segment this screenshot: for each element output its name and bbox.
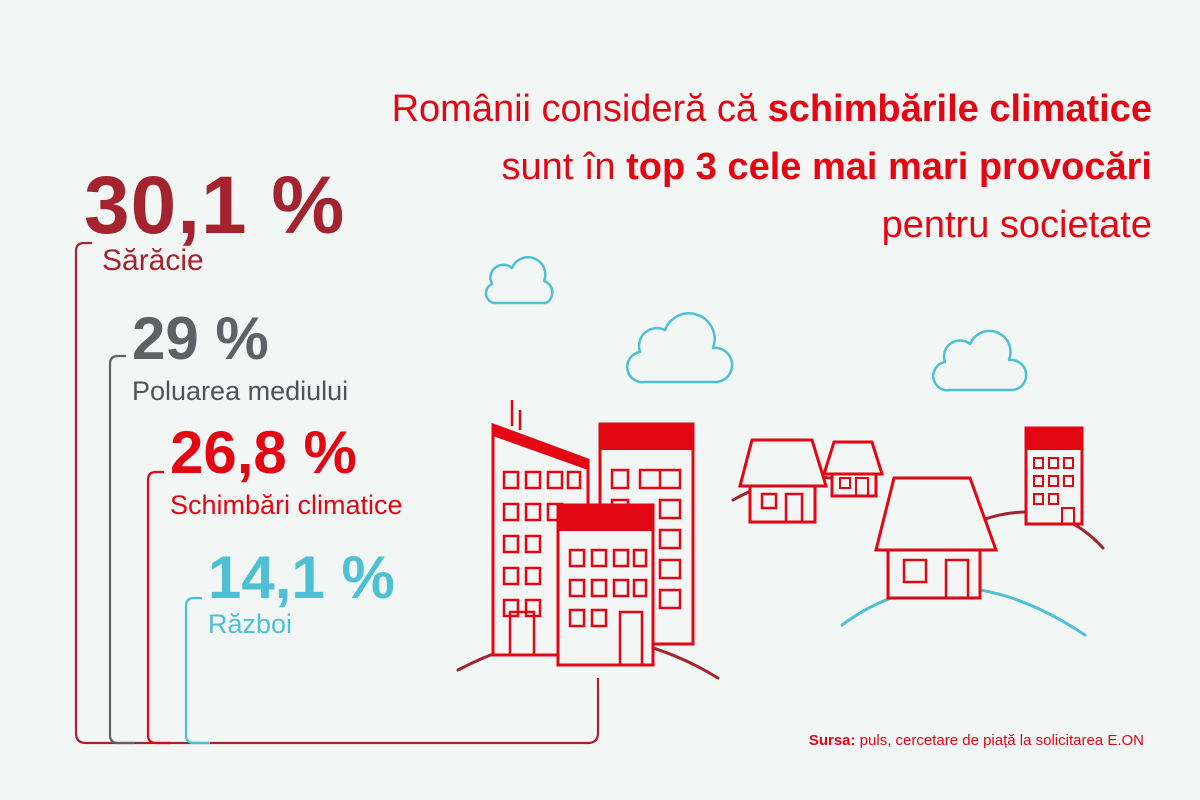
stat-value: 14,1 % — [208, 544, 395, 611]
headline-line-1: Românii consideră că schimbările climati… — [391, 88, 1152, 130]
stat-label: Schimbări climatice — [170, 490, 403, 520]
stat-schimbari-climatice: 26,8 % Schimbări climatice — [170, 419, 403, 521]
house-icon — [821, 440, 885, 498]
stat-label: Sărăcie — [102, 244, 204, 277]
headline-line-3: pentru societate — [881, 204, 1152, 246]
stat-saracie: 30,1 % Sărăcie — [84, 163, 345, 277]
stat-value: 30,1 % — [84, 160, 346, 251]
cloud-icon — [932, 329, 1028, 392]
source-text: puls, cercetare de piață la solicitarea … — [855, 732, 1144, 749]
stat-label: Război — [208, 609, 293, 639]
bracket-line-saracie — [74, 241, 600, 745]
headline-line-2: sunt în top 3 cele mai mari provocări — [501, 146, 1152, 188]
house-icon — [874, 476, 999, 600]
bracket-line-razboi — [184, 596, 210, 745]
stat-value: 29 % — [132, 305, 269, 372]
bracket-line-poluare — [108, 354, 135, 745]
headline-emphasis: schimbările climatice — [767, 88, 1152, 130]
cloud-icon — [484, 255, 554, 305]
headline: Românii consideră că schimbările climati… — [392, 80, 1152, 254]
bracket-lines — [74, 241, 600, 745]
house-icon — [738, 438, 829, 524]
headline-emphasis: top 3 cele mai mari provocări — [626, 146, 1152, 188]
stat-value: 26,8 % — [170, 419, 357, 486]
stat-razboi: 14,1 % Război — [208, 544, 395, 640]
source-note: Sursa: puls, cercetare de piață la solic… — [809, 732, 1144, 749]
window-grid — [502, 470, 582, 657]
stat-poluarea-mediului: 29 % Poluarea mediului — [132, 305, 349, 407]
stat-label: Poluarea mediului — [132, 376, 349, 406]
source-label: Sursa: — [808, 732, 856, 749]
cloud-icon — [626, 312, 734, 384]
bracket-line-schimbari — [146, 470, 170, 745]
